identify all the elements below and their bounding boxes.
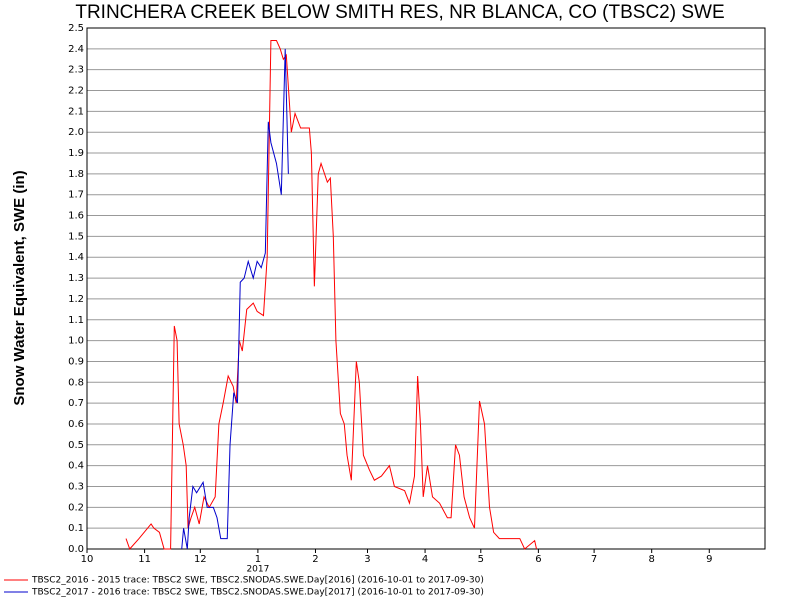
y-tick-label: 1.6 [68, 211, 84, 222]
x-tick-label: 5 [478, 554, 484, 565]
x-tick-label: 6 [535, 554, 541, 565]
x-tick-label: 1 [255, 554, 261, 565]
x-tick-label: 9 [706, 554, 712, 565]
y-tick-label: 1.0 [68, 336, 84, 347]
y-tick-label: 1.2 [68, 294, 84, 305]
y-tick-label: 0.5 [68, 440, 84, 451]
x-tick-label: 12 [194, 554, 207, 565]
series-line [181, 48, 289, 550]
y-axis-title: Snow Water Equivalent, SWE (in) [11, 170, 28, 405]
x-tick-label: 4 [422, 554, 428, 565]
y-tick-label: 0.1 [68, 523, 84, 534]
y-tick-label: 0.8 [68, 377, 84, 388]
y-tick-label: 1.3 [68, 273, 84, 284]
chart-title: TRINCHERA CREEK BELOW SMITH RES, NR BLAN… [75, 2, 724, 23]
y-tick-label: 0.3 [68, 481, 84, 492]
y-tick-label: 1.8 [68, 169, 84, 180]
y-tick-label: 0.2 [68, 502, 84, 513]
y-tick-label: 0.9 [68, 356, 84, 367]
y-tick-label: 0.7 [68, 398, 84, 409]
y-tick-label: 0.4 [68, 461, 84, 472]
x-tick-label: 7 [591, 554, 597, 565]
y-tick-label: 1.1 [68, 315, 84, 326]
legend-label: TBSC2_2017 - 2016 trace: TBSC2 SWE, TBSC… [31, 588, 484, 598]
y-tick-label: 2.4 [68, 44, 84, 55]
y-tick-label: 1.5 [68, 231, 84, 242]
x-annotation: 2017 [246, 565, 269, 575]
y-tick-label: 1.7 [68, 190, 84, 201]
y-tick-label: 2.2 [68, 86, 84, 97]
x-tick-label: 10 [81, 554, 94, 565]
y-tick-label: 2.1 [68, 106, 84, 117]
y-tick-label: 2.3 [68, 65, 84, 76]
y-tick-label: 2.5 [68, 23, 84, 34]
x-tick-label: 8 [649, 554, 655, 565]
y-tick-label: 1.9 [68, 148, 84, 159]
series-line [125, 40, 538, 550]
x-tick-label: 3 [364, 554, 370, 565]
x-tick-label: 2 [312, 554, 318, 565]
plot-frame [86, 27, 766, 550]
y-tick-label: 2.0 [68, 127, 84, 138]
legend-label: TBSC2_2016 - 2015 trace: TBSC2 SWE, TBSC… [31, 576, 484, 586]
y-tick-label: 0.6 [68, 419, 84, 430]
y-tick-label: 1.4 [68, 252, 84, 263]
x-tick-label: 11 [138, 554, 151, 565]
y-tick-label: 0.0 [68, 544, 84, 555]
